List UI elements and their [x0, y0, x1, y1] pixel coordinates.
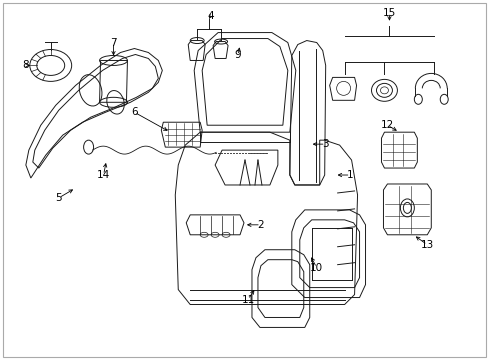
Text: 9: 9 [234, 50, 241, 60]
Text: 4: 4 [207, 11, 214, 21]
Text: 6: 6 [131, 107, 138, 117]
Text: 13: 13 [420, 240, 433, 250]
Text: 10: 10 [309, 263, 323, 273]
Text: 1: 1 [346, 170, 353, 180]
Text: 5: 5 [55, 193, 62, 203]
Text: 3: 3 [322, 139, 328, 149]
Text: 11: 11 [241, 294, 254, 305]
Text: 7: 7 [110, 37, 117, 48]
Text: 2: 2 [257, 220, 264, 230]
Text: 14: 14 [97, 170, 110, 180]
Text: 12: 12 [380, 120, 393, 130]
Text: 8: 8 [22, 60, 29, 71]
Text: 15: 15 [382, 8, 395, 18]
